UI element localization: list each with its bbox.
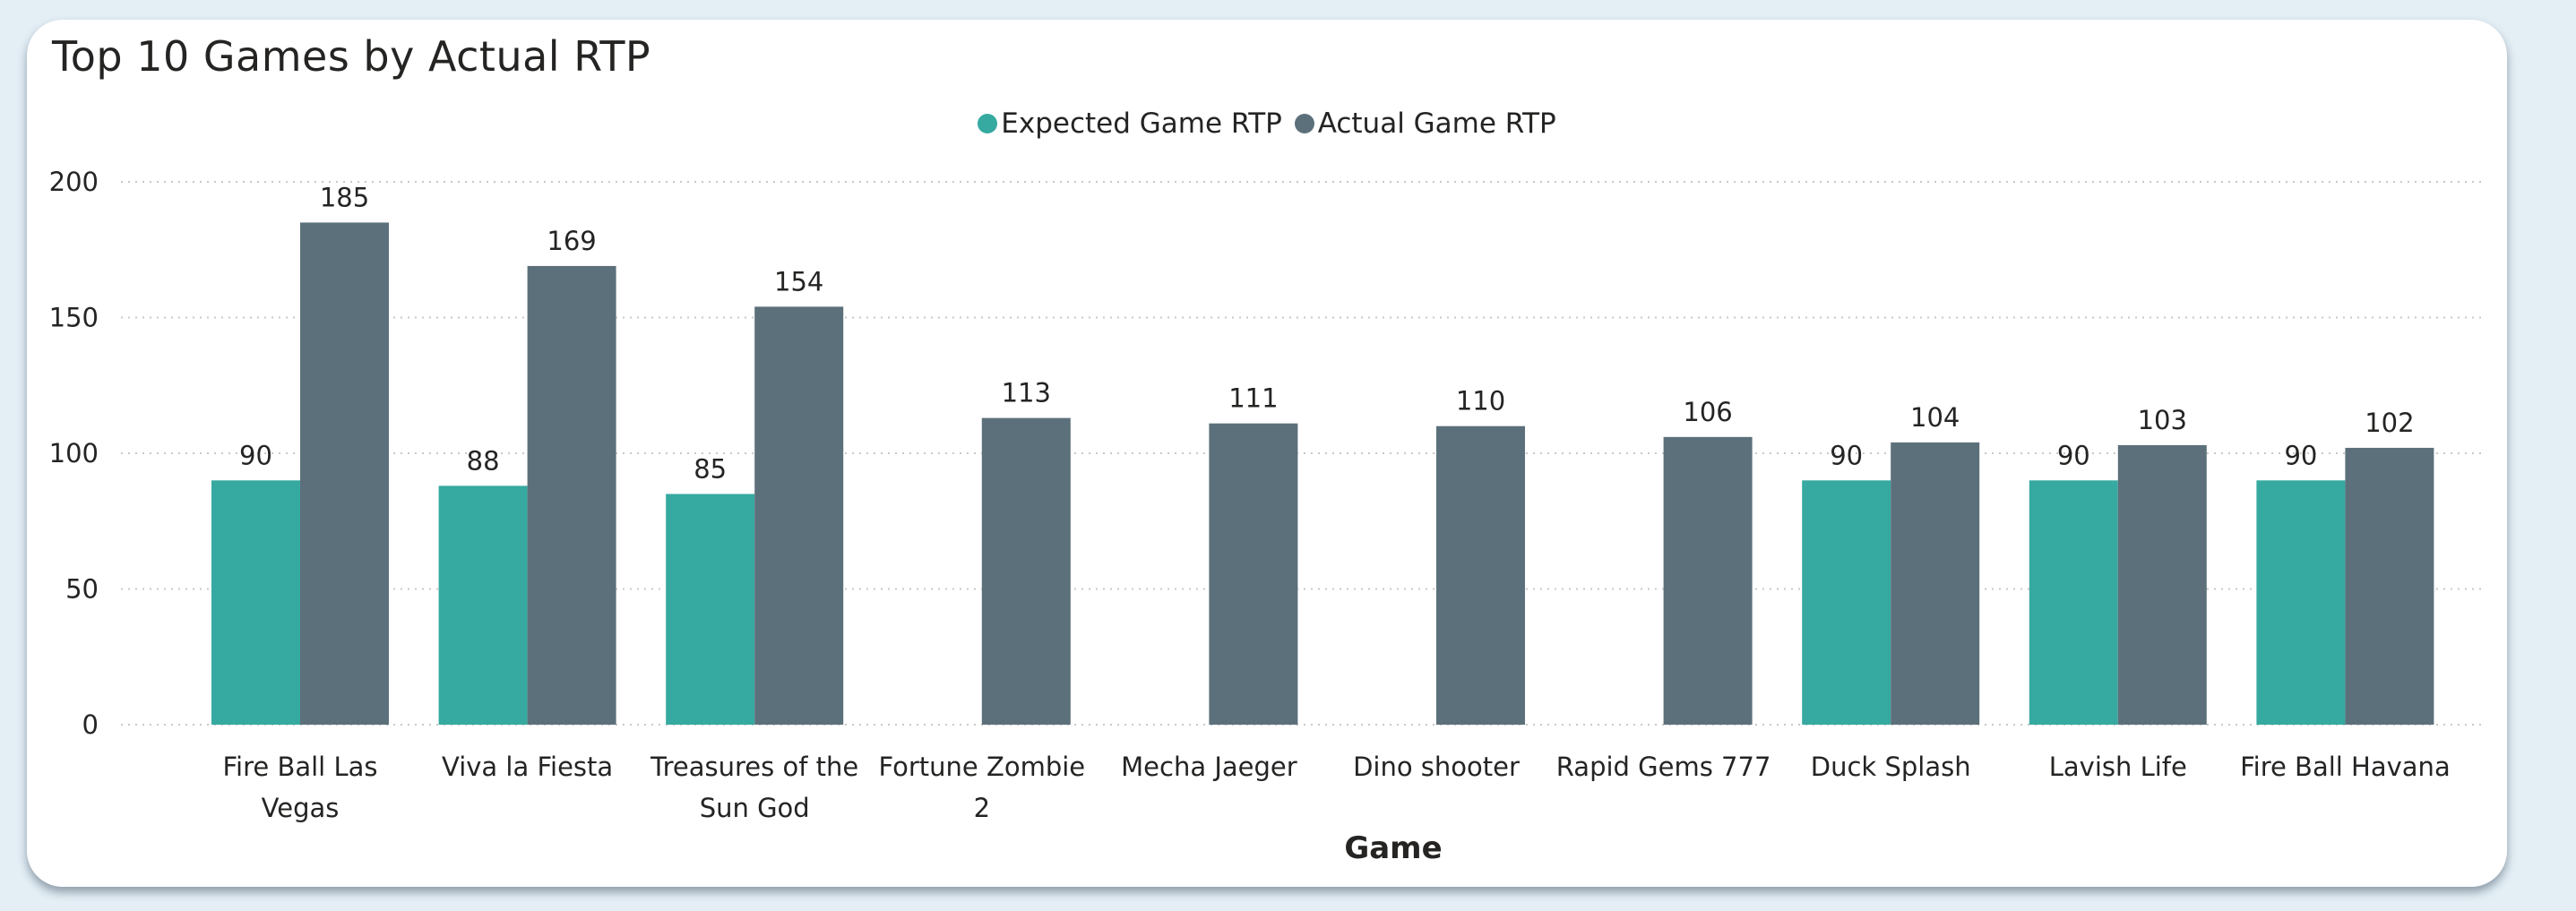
y-axis-ticks: 0 50 100 150 200 bbox=[49, 167, 99, 740]
data-label-actual: 102 bbox=[2365, 408, 2414, 438]
bar-actual[interactable] bbox=[2117, 444, 2207, 725]
x-category-label: Fire Ball Havana bbox=[2240, 752, 2451, 782]
x-category-label: Fire Ball Las bbox=[222, 752, 377, 782]
chart-title: Top 10 Games by Actual RTP bbox=[52, 32, 651, 81]
x-axis-title: Game bbox=[1344, 830, 1442, 866]
bar-expected[interactable] bbox=[211, 480, 300, 725]
data-label-expected: 85 bbox=[694, 453, 727, 484]
data-label-actual: 169 bbox=[547, 226, 596, 256]
legend-item-actual[interactable]: Actual Game RTP bbox=[1294, 107, 1556, 140]
bar-actual[interactable] bbox=[1663, 436, 1753, 725]
chart-card: Top 10 Games by Actual RTP Expected Game… bbox=[27, 20, 2507, 887]
legend-swatch-expected bbox=[978, 114, 998, 133]
bar-expected[interactable] bbox=[2029, 480, 2118, 725]
bar-expected[interactable] bbox=[666, 494, 755, 725]
x-category-label: Viva la Fiesta bbox=[442, 752, 613, 782]
data-label-actual: 103 bbox=[2138, 405, 2187, 435]
x-category-label: Mecha Jaeger bbox=[1121, 752, 1297, 782]
legend-item-expected[interactable]: Expected Game RTP bbox=[978, 107, 1282, 140]
x-category-label: Fortune Zombie bbox=[878, 752, 1085, 782]
x-axis-categories: Fire Ball Las Vegas Viva la Fiesta Treasure… bbox=[222, 752, 2450, 823]
data-label-expected: 90 bbox=[2284, 440, 2317, 470]
data-label-expected: 90 bbox=[239, 440, 272, 470]
bars bbox=[211, 222, 2434, 725]
y-tick-label: 50 bbox=[65, 574, 99, 605]
data-label-actual: 110 bbox=[1456, 386, 1505, 417]
legend-label-expected: Expected Game RTP bbox=[1001, 107, 1282, 140]
data-label-expected: 90 bbox=[2057, 440, 2090, 470]
bar-actual[interactable] bbox=[300, 222, 389, 725]
bar-actual[interactable] bbox=[527, 265, 616, 725]
data-label-actual: 185 bbox=[320, 182, 369, 212]
x-category-label: Duck Splash bbox=[1811, 752, 1971, 782]
bar-actual[interactable] bbox=[1436, 425, 1525, 725]
y-tick-label: 150 bbox=[49, 303, 99, 333]
x-category-label: Dino shooter bbox=[1353, 752, 1520, 782]
data-label-actual: 154 bbox=[774, 266, 823, 297]
bar-expected[interactable] bbox=[1802, 480, 1891, 725]
data-label-actual: 113 bbox=[1002, 378, 1051, 408]
data-label-expected: 88 bbox=[467, 445, 500, 476]
bar-actual[interactable] bbox=[981, 417, 1071, 725]
bar-expected[interactable] bbox=[2256, 480, 2346, 725]
bar-actual[interactable] bbox=[1209, 423, 1298, 725]
y-tick-label: 0 bbox=[82, 709, 99, 740]
y-tick-label: 100 bbox=[49, 438, 99, 468]
x-category-label: Sun God bbox=[700, 793, 810, 823]
data-label-actual: 104 bbox=[1910, 402, 1960, 433]
x-category-label: Lavish Life bbox=[2049, 752, 2187, 782]
data-labels: 90 88 85 90 90 90 185 169 154 113 111 110 106 104 103 1… bbox=[239, 182, 2415, 484]
bar-expected[interactable] bbox=[438, 486, 528, 725]
data-label-actual: 111 bbox=[1228, 383, 1278, 414]
legend-swatch-actual bbox=[1294, 114, 1314, 133]
x-category-label: 2 bbox=[974, 793, 990, 823]
data-label-actual: 106 bbox=[1683, 397, 1732, 427]
x-category-label: Rapid Gems 777 bbox=[1556, 752, 1771, 782]
bar-chart-plot: 0 50 100 150 200 90 88 85 90 90 90 185 169 154 113 111… bbox=[49, 167, 2486, 866]
x-category-label: Treasures of the bbox=[650, 752, 858, 782]
bar-actual[interactable] bbox=[2345, 447, 2434, 725]
legend-label-actual: Actual Game RTP bbox=[1317, 107, 1556, 140]
bar-actual[interactable] bbox=[1891, 442, 1980, 725]
y-tick-label: 200 bbox=[49, 167, 99, 197]
bar-actual[interactable] bbox=[754, 306, 844, 725]
chart-legend: Expected Game RTP Actual Game RTP bbox=[27, 107, 2507, 140]
x-category-label: Vegas bbox=[262, 793, 340, 823]
data-label-expected: 90 bbox=[1830, 440, 1863, 470]
